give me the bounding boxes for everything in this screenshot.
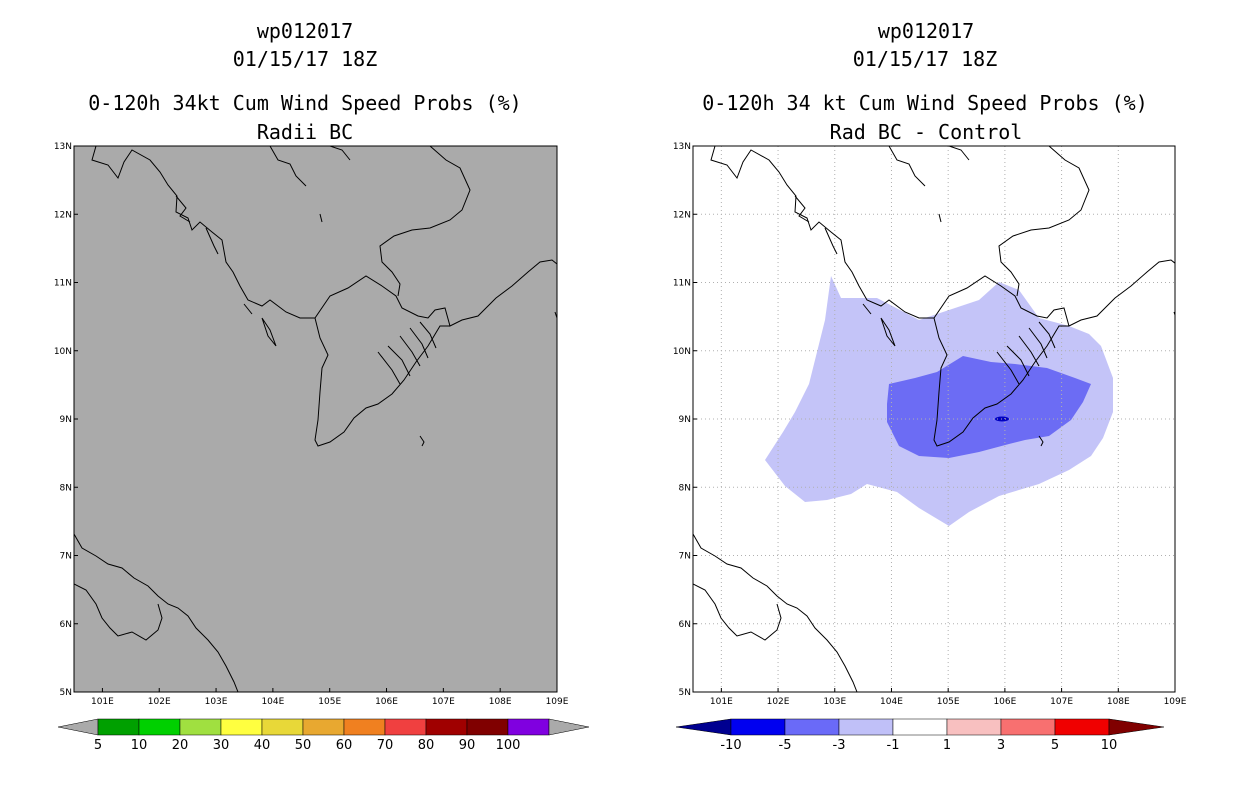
right-colorbar-box: [892, 718, 948, 736]
left-lon-label: 104E: [261, 697, 284, 707]
right-colorbar-low-arrow: [675, 718, 732, 736]
right-colorbar: -10 -5 -3 -1 1 3 5 10: [675, 718, 1165, 753]
right-lat-label: 11N: [673, 279, 691, 289]
left-subtitle: Radii BC: [256, 120, 354, 144]
right-colorbar-label: 10: [1101, 738, 1118, 753]
left-colorbar-label: 80: [418, 738, 435, 753]
left-lon-label: 106E: [375, 697, 398, 707]
left-lat-label: 8N: [60, 483, 72, 493]
right-lon-label: 107E: [1050, 697, 1073, 707]
right-lon-label: 105E: [937, 697, 960, 707]
right-lon-label: 108E: [1107, 697, 1130, 707]
left-axis-ticks: 101E 102E 103E 104E 105E 106E 107E 108E 109E 5N 6N…: [54, 142, 569, 707]
left-lat-label: 6N: [60, 620, 72, 630]
right-lon-label: 103E: [823, 697, 846, 707]
left-lat-label: 13N: [54, 142, 72, 152]
left-map-field: [74, 146, 557, 692]
left-colorbar-box: [343, 718, 386, 736]
left-colorbar-label: 100: [496, 738, 521, 753]
right-colorbar-box: [946, 718, 1002, 736]
right-gridlines: [693, 146, 1175, 692]
left-colorbar-label: 90: [459, 738, 476, 753]
right-colorbar-label: -5: [779, 738, 792, 753]
left-colorbar-label: 60: [336, 738, 353, 753]
left-lon-label: 105E: [318, 697, 341, 707]
left-lat-label: 11N: [54, 279, 72, 289]
left-colorbar-label: 20: [172, 738, 189, 753]
left-colorbar-box: [302, 718, 345, 736]
left-lat-label: 7N: [60, 552, 72, 562]
left-colorbar-label: 5: [94, 738, 102, 753]
left-lon-label: 108E: [489, 697, 512, 707]
right-lat-label: 13N: [673, 142, 691, 152]
right-colorbar-label: -3: [833, 738, 846, 753]
left-lat-label: 12N: [54, 210, 72, 220]
left-title-line1: wp012017: [256, 19, 354, 43]
right-colorbar-label: 1: [943, 738, 951, 753]
left-title-line2: 01/15/17 18Z: [232, 47, 378, 71]
left-colorbar-box: [220, 718, 263, 736]
left-lon-label: 102E: [148, 697, 171, 707]
right-title-line2: 01/15/17 18Z: [852, 47, 998, 71]
right-colorbar-box: [1054, 718, 1110, 736]
left-colorbar-box: [507, 718, 550, 736]
right-colorbar-box: [784, 718, 840, 736]
left-colorbar-box: [138, 718, 181, 736]
left-colorbar-label: 50: [295, 738, 312, 753]
left-lon-label: 107E: [432, 697, 455, 707]
left-colorbar: 5 10 20 30 40 50 60 70 80 90 100: [57, 718, 590, 753]
left-colorbar-box: [97, 718, 140, 736]
right-title-line1: wp012017: [877, 19, 975, 43]
right-colorbar-high-arrow: [1108, 718, 1165, 736]
right-axis-ticks: 101E 102E 103E 104E 105E 106E 107E 108E 109E 5N 6N…: [673, 142, 1187, 707]
left-lon-label: 109E: [546, 697, 569, 707]
right-colorbar-box: [730, 718, 786, 736]
right-lat-label: 5N: [679, 688, 691, 698]
right-colorbar-label: 5: [1051, 738, 1059, 753]
left-colorbar-label: 40: [254, 738, 271, 753]
right-lon-label: 102E: [767, 697, 790, 707]
left-lon-label: 101E: [91, 697, 114, 707]
right-colorbar-label: -10: [720, 738, 741, 753]
right-title-line3: 0-120h 34 kt Cum Wind Speed Probs (%): [702, 91, 1148, 115]
left-colorbar-high-arrow: [548, 718, 590, 736]
right-lat-label: 7N: [679, 552, 691, 562]
right-colorbar-label: 3: [997, 738, 1005, 753]
right-lat-label: 9N: [679, 415, 691, 425]
left-lon-label: 103E: [205, 697, 228, 707]
left-colorbar-box: [425, 718, 468, 736]
left-colorbar-box: [179, 718, 222, 736]
left-colorbar-box: [466, 718, 509, 736]
left-colorbar-box: [384, 718, 427, 736]
left-lat-label: 5N: [60, 688, 72, 698]
right-colorbar-label: -1: [887, 738, 900, 753]
right-lon-label: 101E: [710, 697, 733, 707]
right-colorbar-box: [838, 718, 894, 736]
right-lat-label: 12N: [673, 210, 691, 220]
right-lon-label: 106E: [993, 697, 1016, 707]
left-colorbar-box: [261, 718, 304, 736]
right-lat-label: 6N: [679, 620, 691, 630]
right-subtitle: Rad BC - Control: [829, 120, 1023, 144]
right-lon-label: 104E: [880, 697, 903, 707]
right-colorbar-box: [1000, 718, 1056, 736]
left-colorbar-label: 70: [377, 738, 394, 753]
left-lat-label: 9N: [60, 415, 72, 425]
left-colorbar-label: 10: [131, 738, 148, 753]
left-colorbar-low-arrow: [57, 718, 99, 736]
right-lat-label: 8N: [679, 483, 691, 493]
left-title-line3: 0-120h 34kt Cum Wind Speed Probs (%): [88, 91, 522, 115]
left-lat-label: 10N: [54, 347, 72, 357]
right-lat-label: 10N: [673, 347, 691, 357]
left-colorbar-label: 30: [213, 738, 230, 753]
right-lon-label: 109E: [1164, 697, 1187, 707]
